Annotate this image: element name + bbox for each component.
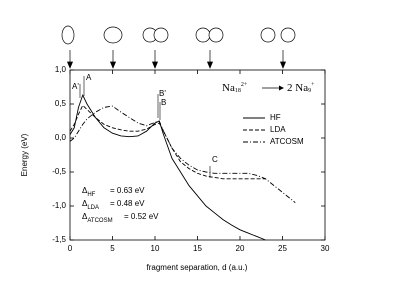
reaction-sup: 2+ — [241, 82, 248, 88]
delta-sub: LDA — [87, 205, 99, 211]
y-tick-label: -0,5 — [52, 167, 66, 176]
x-tick-label: 20 — [236, 244, 245, 253]
y-tick-label: -1,5 — [52, 235, 66, 244]
x-tick-label: 5 — [110, 244, 115, 253]
delta: ΔATCOSM — [82, 212, 113, 223]
y-tick-label: 0,5 — [55, 99, 67, 108]
annotation: A — [86, 73, 92, 82]
annotation: A' — [72, 82, 79, 91]
x-tick-label: 25 — [278, 244, 287, 253]
reaction-text: 2 Na — [287, 82, 308, 94]
delta-symbol: Δ — [82, 212, 88, 221]
annotations — [79, 76, 211, 178]
shape — [153, 27, 169, 43]
delta: = 0.48 eV — [110, 199, 145, 208]
delta: ΔLDA — [82, 199, 99, 210]
shape — [208, 27, 224, 43]
reaction-sub: 9 — [308, 88, 311, 94]
shape — [280, 27, 296, 43]
delta-sub: HF — [87, 192, 95, 198]
x-tick-label: 30 — [321, 244, 330, 253]
shape — [195, 27, 211, 43]
fragment-shapes — [61, 25, 296, 45]
annotation: B — [161, 98, 166, 107]
delta: = 0.52 eV — [124, 212, 159, 221]
reaction-arrow — [262, 85, 284, 91]
y-tick-label: -1,0 — [52, 201, 66, 210]
reaction: 2 Na9+ — [287, 82, 315, 95]
y-tick-label: 1,0 — [55, 65, 67, 74]
legend-label: HF — [270, 113, 281, 122]
legend-label: ATCOSM — [270, 137, 304, 146]
legend-label: LDA — [270, 125, 286, 134]
series-line — [69, 104, 266, 180]
arrows — [66, 50, 287, 69]
y-tick-label: 0,0 — [55, 133, 67, 142]
shape — [260, 27, 276, 43]
delta-symbol: Δ — [82, 186, 88, 195]
deltas: ΔHF = 0.63 eV ΔLDA = 0.48 eV ΔATCOSM = 0… — [82, 186, 159, 223]
annotation: B' — [159, 89, 166, 98]
delta: = 0.63 eV — [110, 186, 145, 195]
plot-frame — [69, 69, 326, 241]
annotation: C — [212, 155, 218, 164]
shape — [61, 25, 75, 45]
delta: ΔHF — [82, 186, 96, 197]
delta-sub: ATCOSM — [87, 218, 112, 224]
x-tick-label: 10 — [151, 244, 160, 253]
reaction-text: Na — [222, 82, 235, 94]
reaction-sub: 18 — [235, 88, 241, 94]
delta-symbol: Δ — [82, 199, 88, 208]
x-tick-label: 15 — [193, 244, 202, 253]
y-axis-label: Energy (eV) — [20, 133, 29, 176]
reaction: Na182+ — [222, 82, 248, 95]
reaction-sup: + — [311, 82, 315, 88]
x-axis-label: fragment separation, d (a.u.) — [147, 263, 248, 272]
series-line — [69, 105, 296, 203]
x-tick-label: 0 — [68, 244, 73, 253]
shape — [103, 26, 123, 44]
